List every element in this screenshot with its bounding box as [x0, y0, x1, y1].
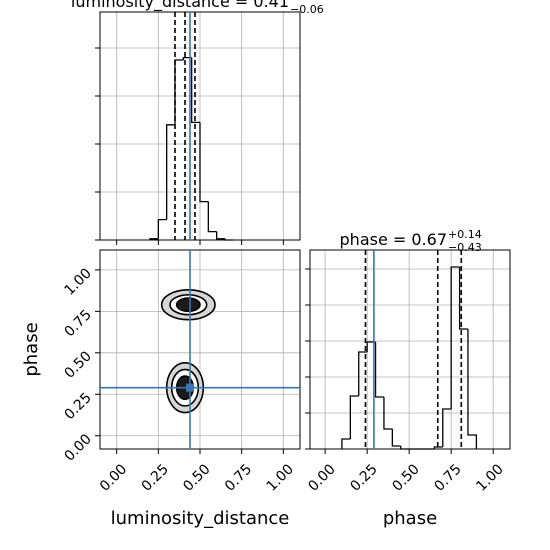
y-axis-label: phase: [21, 322, 42, 376]
y-tick-label: 0.50: [61, 348, 94, 381]
hist-step: [174, 59, 184, 125]
hist-step: [358, 351, 368, 396]
hist-step: [458, 267, 468, 330]
hist-step: [216, 231, 225, 240]
axes-frame: [99, 11, 301, 241]
hist-step: [467, 329, 478, 449]
hist-step: [166, 124, 175, 220]
panel-title: phase = 0.67: [340, 230, 447, 249]
x-axis-label: phase: [383, 508, 437, 529]
title-lower: −0.43: [448, 241, 482, 254]
title-upper: +0.14: [448, 228, 482, 241]
y-tick-label: 0.25: [61, 390, 94, 423]
x-axis-label: luminosity_distance: [111, 508, 290, 529]
x-tick-label: 0.75: [431, 461, 464, 494]
hist-step: [199, 122, 209, 203]
x-tick-label: 1.00: [264, 461, 297, 494]
axes-frame: [99, 249, 301, 450]
x-tick-label: 0.25: [139, 461, 172, 494]
hist-step: [341, 438, 351, 449]
hist-step: [191, 57, 200, 124]
truth-point: [186, 383, 194, 392]
hist-step: [383, 397, 393, 430]
x-tick-label: 0.50: [180, 461, 213, 494]
x-tick-label: 0.00: [305, 461, 338, 494]
x-tick-label: 0.00: [97, 461, 130, 494]
axes-frame: [309, 249, 511, 450]
hist-step: [374, 342, 384, 398]
y-tick-label: 0.75: [61, 307, 94, 340]
y-tick-label: 1.00: [61, 265, 94, 298]
hist-step: [224, 238, 234, 241]
hist-step: [349, 395, 359, 439]
hist-step: [182, 56, 192, 60]
hist-step: [207, 201, 217, 233]
title-lower: −0.06: [290, 3, 324, 16]
x-tick-label: 0.75: [222, 461, 255, 494]
hist-step: [400, 446, 410, 450]
hist-step: [433, 446, 443, 449]
x-tick-label: 0.25: [347, 461, 380, 494]
x-tick-label: 0.50: [389, 461, 422, 494]
contour-level: [175, 297, 201, 313]
title-upper: +0.06: [290, 0, 324, 3]
hist-step: [391, 429, 401, 447]
y-tick-label: 0.00: [61, 431, 94, 464]
hist-step: [366, 341, 376, 352]
hist-step: [149, 238, 159, 240]
hist-step: [450, 266, 460, 409]
panel-title: luminosity_distance = 0.41: [71, 0, 289, 12]
x-tick-label: 1.00: [473, 461, 506, 494]
hist-step: [157, 218, 167, 239]
hist-step: [442, 408, 452, 447]
